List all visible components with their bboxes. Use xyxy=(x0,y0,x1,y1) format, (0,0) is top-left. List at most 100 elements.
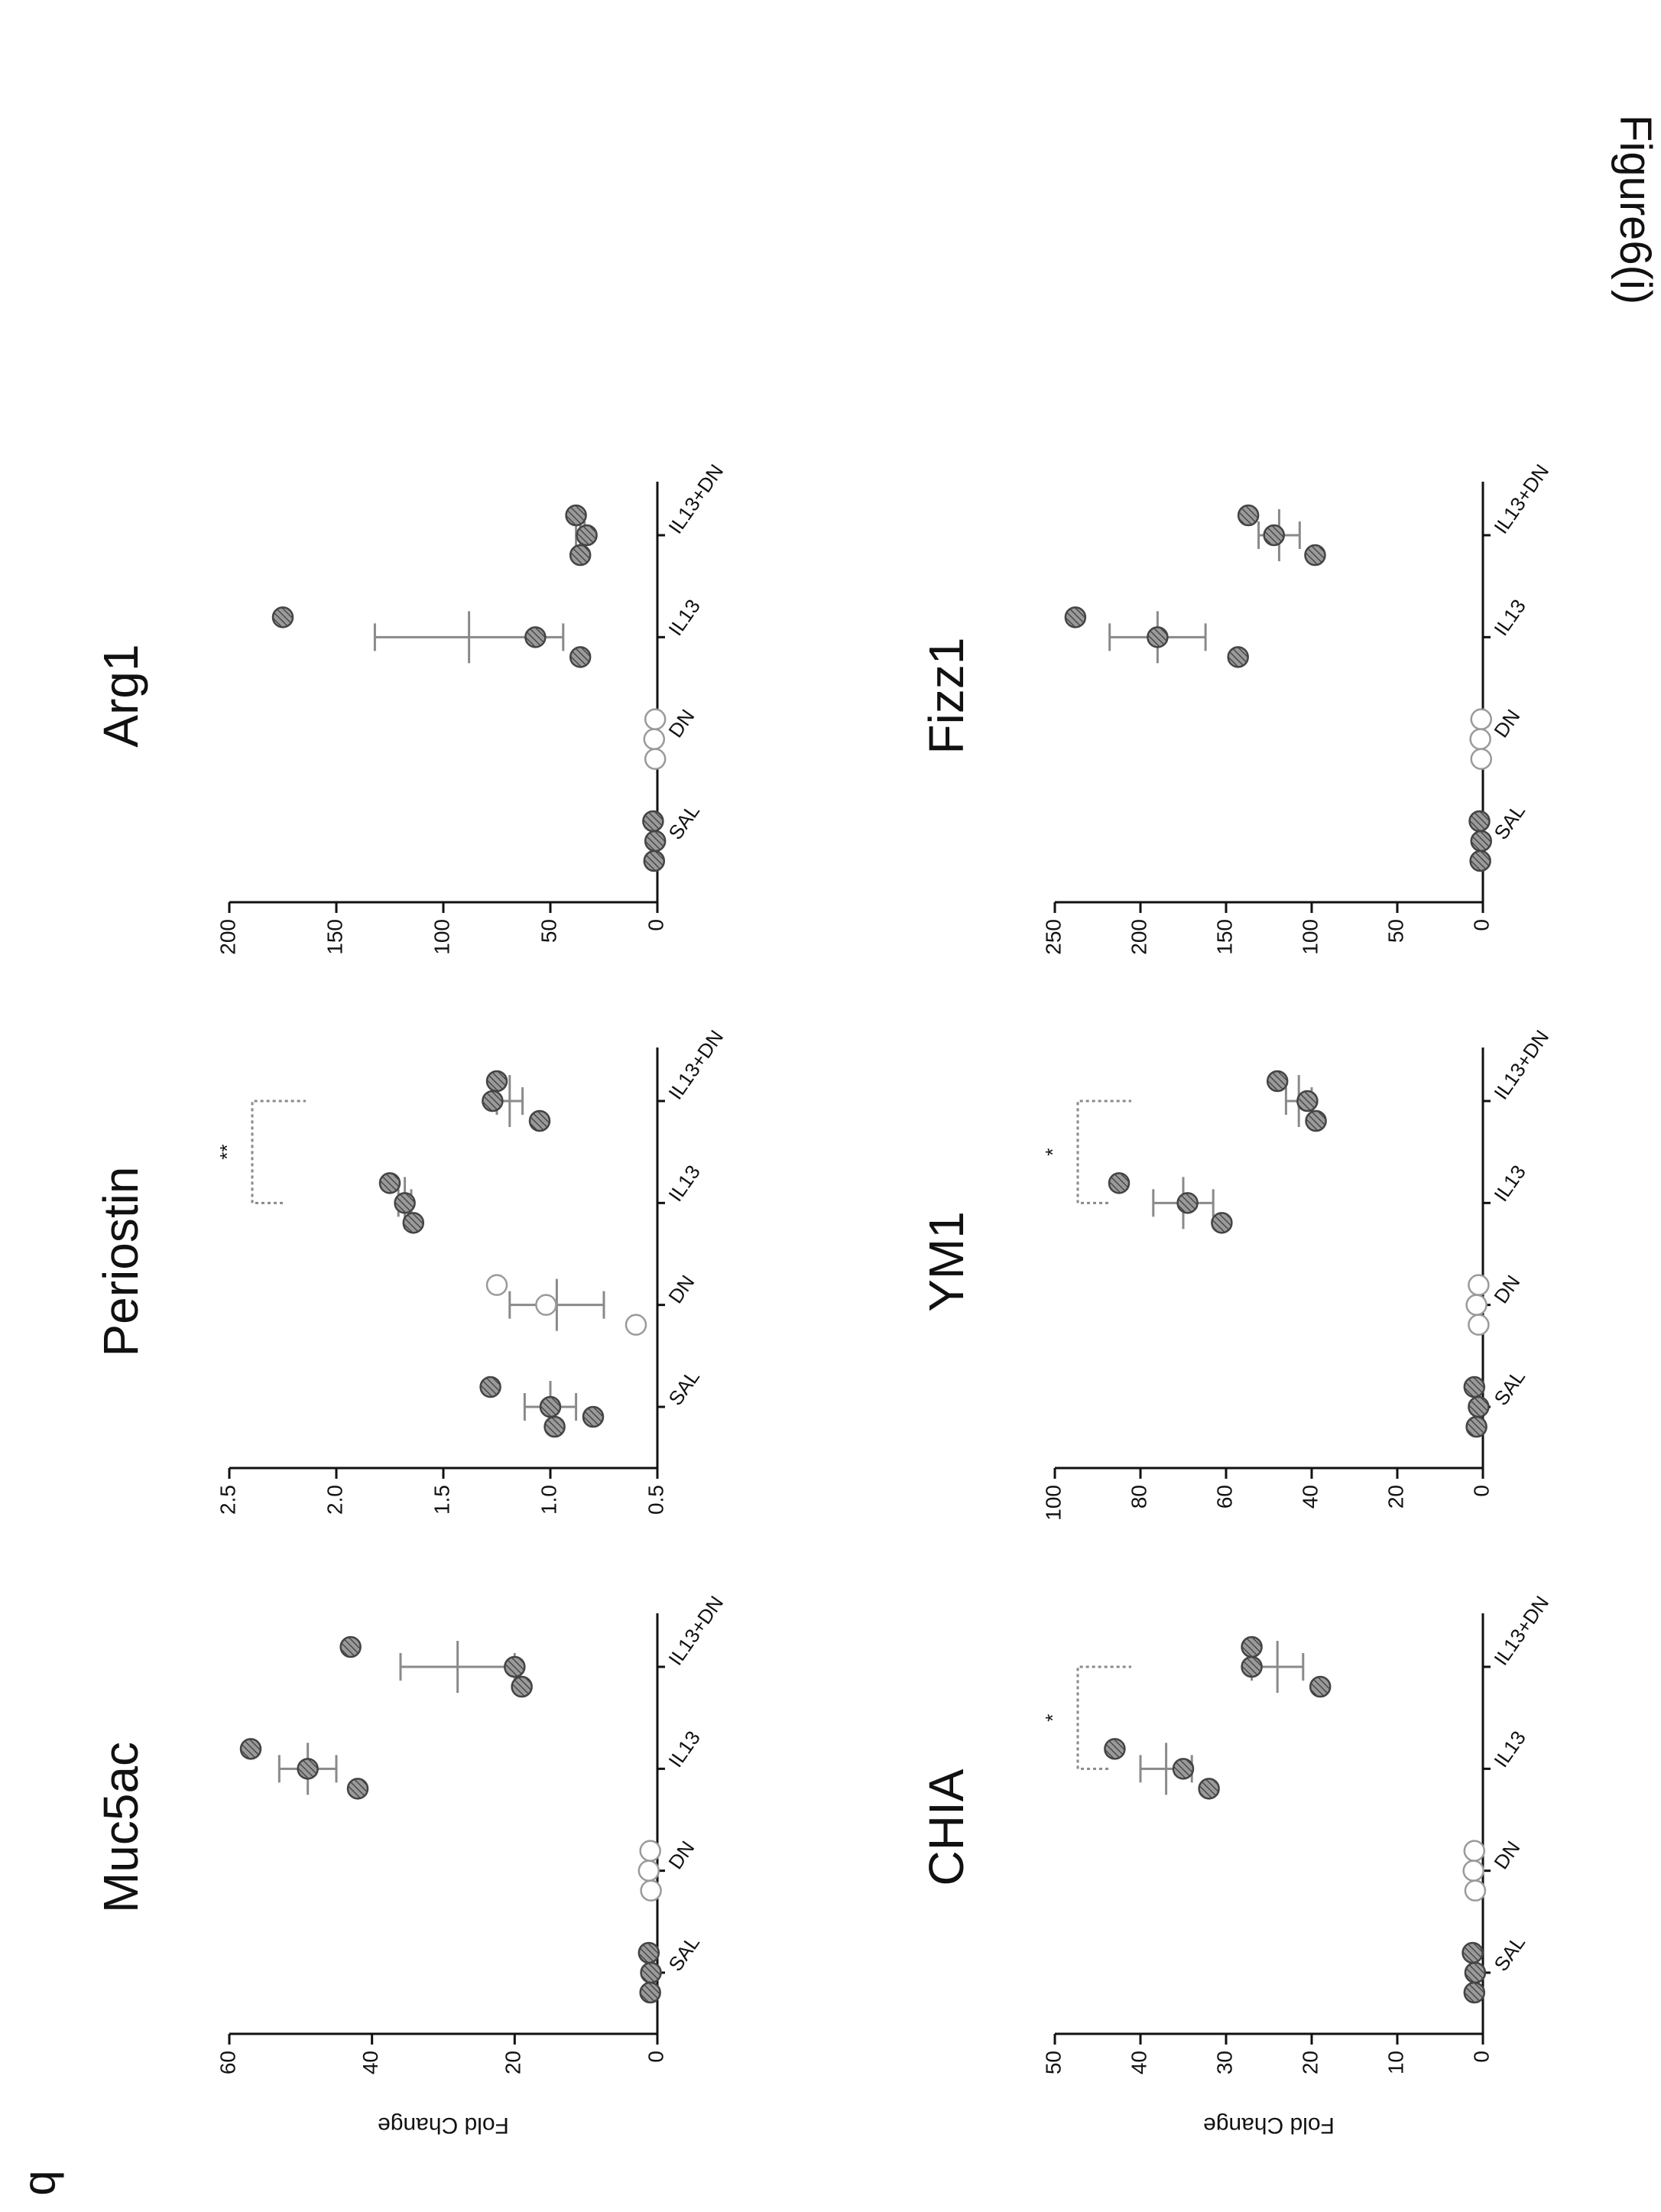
chart-panel-fizz1: 0 50 100 150 200 250 SAL DN IL13 IL13+DN Fizz1 xyxy=(919,460,1553,955)
data-point xyxy=(1211,1212,1233,1234)
y-tick-label: 250 xyxy=(1041,919,1065,955)
chart-panel-ym1: 0 20 40 60 80 100 SAL DN IL13 IL13+DN YM1 * xyxy=(919,1026,1553,1521)
data-point xyxy=(239,1738,262,1760)
y-tick-label: 60 xyxy=(216,2051,239,2074)
data-point xyxy=(1198,1778,1220,1800)
category-label: IL13+DN xyxy=(1489,460,1553,538)
y-tick-label: 20 xyxy=(1384,1485,1407,1509)
category-label: IL13+DN xyxy=(663,1026,728,1104)
data-point xyxy=(1172,1758,1195,1780)
data-point xyxy=(543,1415,566,1438)
category-label: SAL xyxy=(663,1366,704,1409)
data-point xyxy=(1465,1294,1487,1316)
data-point xyxy=(1461,1941,1484,1964)
chart-panel-chia: 0 10 20 30 40 50 SAL DN IL13 IL13+DN CHIA Fold Chan… xyxy=(919,1592,1553,2138)
category-label: DN xyxy=(1489,1837,1524,1873)
y-axis-title: Fold Change xyxy=(378,2113,509,2138)
data-point xyxy=(639,1981,661,2004)
data-point xyxy=(485,1070,508,1093)
data-point xyxy=(644,748,667,770)
data-point xyxy=(1469,728,1491,750)
data-point xyxy=(1468,1314,1490,1336)
y-tick-label: 2.5 xyxy=(216,1485,239,1515)
panel-title: CHIA xyxy=(919,1769,974,1886)
figure-label: Figure6(i) xyxy=(1611,115,1660,304)
panel-title: Arg1 xyxy=(93,644,148,747)
data-point xyxy=(1468,810,1491,833)
category-label: DN xyxy=(663,1837,699,1873)
data-point xyxy=(1468,1274,1490,1296)
y-tick-label: 30 xyxy=(1212,2051,1236,2074)
data-point xyxy=(576,524,598,547)
data-point xyxy=(1227,646,1249,668)
data-point xyxy=(1470,748,1493,770)
data-point xyxy=(511,1675,533,1698)
data-point xyxy=(1147,626,1169,648)
chart-panel-muc5ac: 0 20 40 60 SAL DN IL13 IL13+DN Muc5ac Fold Change xyxy=(93,1592,728,2138)
data-point xyxy=(1263,524,1285,547)
data-point xyxy=(1305,1109,1327,1132)
data-point xyxy=(485,1274,508,1296)
y-tick-label: 0 xyxy=(1469,2051,1493,2063)
y-tick-label: 150 xyxy=(323,919,346,955)
significance-bracket xyxy=(251,1100,306,1204)
chart-panel-periostin: 0.5 1.0 1.5 2.0 2.5 SAL DN IL13 IL13+DN Periostin… xyxy=(93,1026,728,1515)
data-point xyxy=(297,1758,319,1780)
category-label: IL13+DN xyxy=(663,1592,728,1670)
category-label: IL13 xyxy=(663,1726,705,1772)
data-point xyxy=(539,1395,562,1418)
data-point xyxy=(1463,1376,1486,1398)
y-tick-label: 150 xyxy=(1212,919,1236,955)
category-label: SAL xyxy=(1489,1931,1530,1975)
y-tick-label: 40 xyxy=(358,2051,382,2074)
data-point xyxy=(1108,1172,1131,1194)
y-tick-label: 2.0 xyxy=(323,1485,346,1515)
category-label: SAL xyxy=(1489,800,1530,843)
data-point xyxy=(482,1090,504,1112)
data-point xyxy=(582,1405,605,1428)
y-tick-label: 50 xyxy=(1041,2051,1065,2074)
category-label: DN xyxy=(663,1271,699,1307)
data-point xyxy=(402,1212,425,1234)
data-point xyxy=(624,1314,647,1336)
category-label: DN xyxy=(663,705,699,742)
category-label: IL13 xyxy=(1489,1726,1530,1772)
y-tick-label: 0 xyxy=(1469,1485,1493,1497)
data-point xyxy=(1470,708,1493,730)
data-point xyxy=(569,544,592,567)
data-point xyxy=(271,606,294,629)
y-tick-label: 1.5 xyxy=(430,1485,453,1515)
data-point xyxy=(346,1778,369,1800)
data-point xyxy=(1468,1395,1490,1418)
y-tick-label: 50 xyxy=(537,919,560,943)
category-label: DN xyxy=(1489,1271,1524,1307)
data-point xyxy=(644,708,667,730)
data-point xyxy=(1266,1070,1289,1093)
data-point xyxy=(642,810,664,833)
data-point xyxy=(1463,1981,1486,2004)
data-point xyxy=(528,1109,551,1132)
data-point xyxy=(524,626,547,648)
data-point xyxy=(1064,606,1087,629)
y-tick-label: 0 xyxy=(644,2051,667,2063)
data-point xyxy=(479,1376,501,1398)
data-point xyxy=(1470,830,1493,853)
category-label: IL13 xyxy=(1489,595,1530,640)
y-tick-label: 0 xyxy=(644,919,667,931)
data-point xyxy=(1296,1090,1319,1112)
panel-title: Muc5ac xyxy=(93,1742,148,1913)
data-point xyxy=(1464,1961,1487,1984)
data-point xyxy=(1462,1860,1484,1882)
category-label: DN xyxy=(1489,705,1524,742)
y-tick-label: 10 xyxy=(1384,2051,1407,2074)
data-point xyxy=(1304,544,1326,567)
data-point xyxy=(1464,1879,1487,1902)
data-point xyxy=(1241,1655,1263,1678)
data-point xyxy=(637,1941,660,1964)
data-point xyxy=(637,1860,660,1882)
category-label: IL13 xyxy=(663,1161,705,1206)
data-point xyxy=(339,1635,362,1658)
data-point xyxy=(639,1840,661,1862)
y-tick-label: 0 xyxy=(1469,919,1493,931)
data-point xyxy=(644,830,667,853)
